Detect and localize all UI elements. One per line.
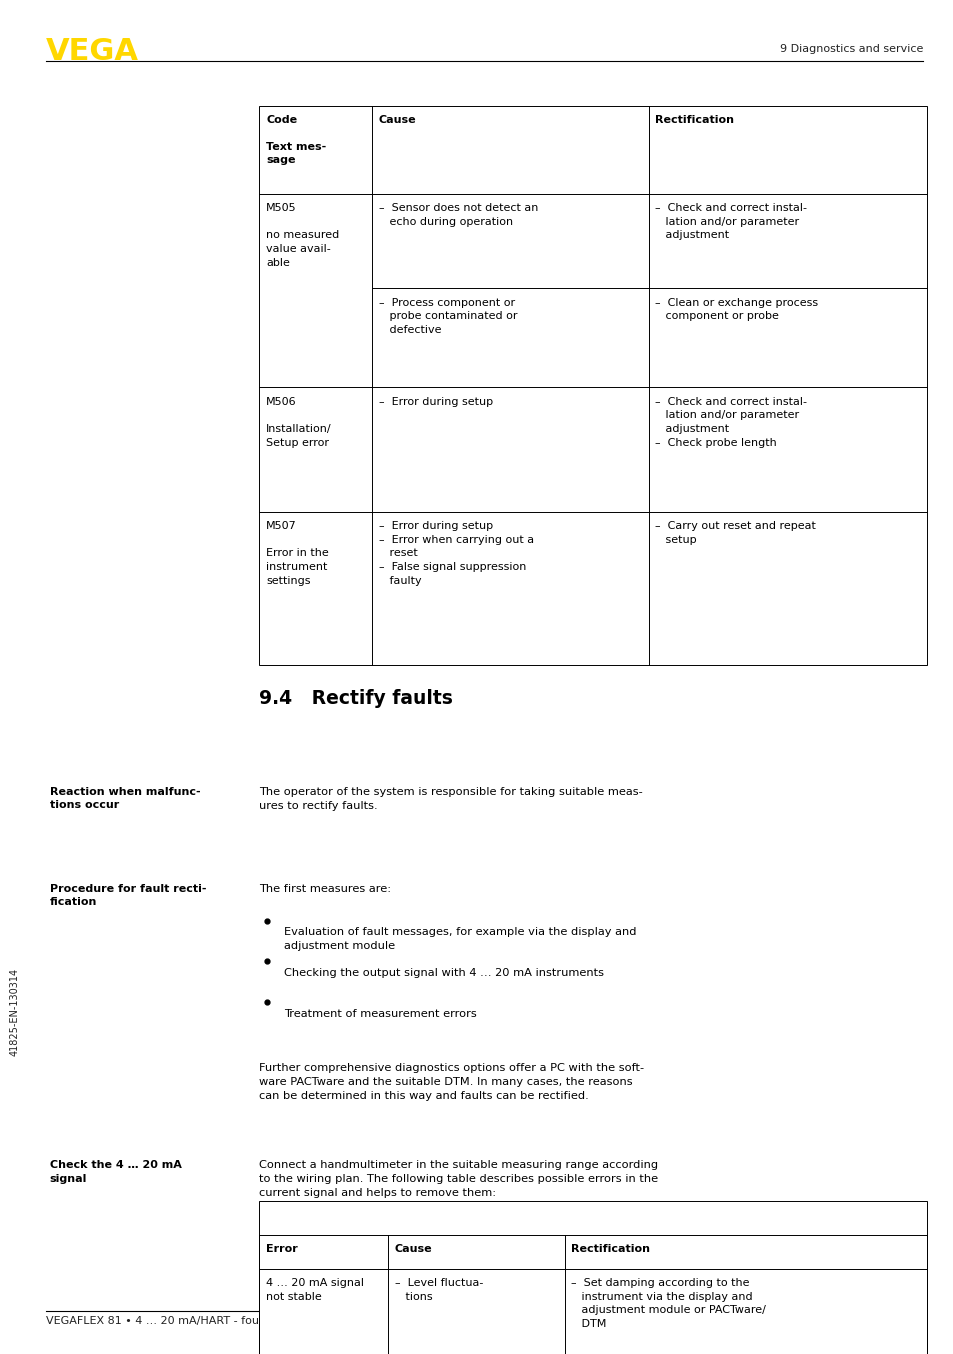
Text: Cause: Cause: [395, 1244, 432, 1254]
Text: –  Check and correct instal-
   lation and/or parameter
   adjustment
–  Check p: – Check and correct instal- lation and/o…: [655, 397, 806, 448]
Bar: [259, 106, 926, 665]
Text: Cause: Cause: [378, 115, 416, 125]
Text: VEGA: VEGA: [46, 37, 138, 65]
Text: –  Carry out reset and repeat
   setup: – Carry out reset and repeat setup: [655, 521, 816, 544]
Text: –  Level fluctua-
   tions: – Level fluctua- tions: [395, 1278, 483, 1301]
Text: 4 … 20 mA signal
not stable: 4 … 20 mA signal not stable: [266, 1278, 364, 1301]
Bar: [259, 1201, 926, 1354]
Text: Rectification: Rectification: [571, 1244, 650, 1254]
Text: Rectification: Rectification: [655, 115, 734, 125]
Text: Evaluation of fault messages, for example via the display and
adjustment module: Evaluation of fault messages, for exampl…: [284, 927, 636, 952]
Text: 63: 63: [908, 1316, 923, 1326]
Text: 9.4   Rectify faults: 9.4 Rectify faults: [259, 689, 453, 708]
Text: –  Process component or
   probe contaminated or
   defective: – Process component or probe contaminate…: [378, 298, 517, 334]
Text: M507

Error in the
instrument
settings: M507 Error in the instrument settings: [266, 521, 329, 586]
Text: Reaction when malfunc-
tions occur: Reaction when malfunc- tions occur: [50, 787, 200, 810]
Text: The first measures are:: The first measures are:: [259, 884, 391, 894]
Text: Treatment of measurement errors: Treatment of measurement errors: [284, 1009, 476, 1018]
Text: Check the 4 … 20 mA
signal: Check the 4 … 20 mA signal: [50, 1160, 181, 1183]
Text: 41825-EN-130314: 41825-EN-130314: [10, 968, 19, 1056]
Text: –  Check and correct instal-
   lation and/or parameter
   adjustment: – Check and correct instal- lation and/o…: [655, 203, 806, 240]
Text: Procedure for fault recti-
fication: Procedure for fault recti- fication: [50, 884, 206, 907]
Text: Error: Error: [266, 1244, 297, 1254]
Text: –  Error during setup: – Error during setup: [378, 397, 493, 406]
Text: –  Set damping according to the
   instrument via the display and
   adjustment : – Set damping according to the instrumen…: [571, 1278, 765, 1330]
Text: VEGAFLEX 81 • 4 … 20 mA/HART - four-wire: VEGAFLEX 81 • 4 … 20 mA/HART - four-wire: [46, 1316, 290, 1326]
Text: –  Error during setup
–  Error when carrying out a
   reset
–  False signal supp: – Error during setup – Error when carryi…: [378, 521, 534, 586]
Text: Code: Code: [266, 115, 297, 125]
Text: Connect a handmultimeter in the suitable measuring range according
to the wiring: Connect a handmultimeter in the suitable…: [259, 1160, 658, 1198]
Text: 9 Diagnostics and service: 9 Diagnostics and service: [780, 45, 923, 54]
Text: –  Sensor does not detect an
   echo during operation: – Sensor does not detect an echo during …: [378, 203, 537, 226]
Text: –  Clean or exchange process
   component or probe: – Clean or exchange process component or…: [655, 298, 818, 321]
Text: Further comprehensive diagnostics options offer a PC with the soft-
ware PACTwar: Further comprehensive diagnostics option…: [259, 1063, 644, 1101]
Text: Checking the output signal with 4 … 20 mA instruments: Checking the output signal with 4 … 20 m…: [284, 968, 603, 978]
Text: M505

no measured
value avail-
able: M505 no measured value avail- able: [266, 203, 339, 268]
Text: Text mes-
sage: Text mes- sage: [266, 142, 326, 165]
Text: M506

Installation/
Setup error: M506 Installation/ Setup error: [266, 397, 332, 448]
Text: The operator of the system is responsible for taking suitable meas-
ures to rect: The operator of the system is responsibl…: [259, 787, 642, 811]
